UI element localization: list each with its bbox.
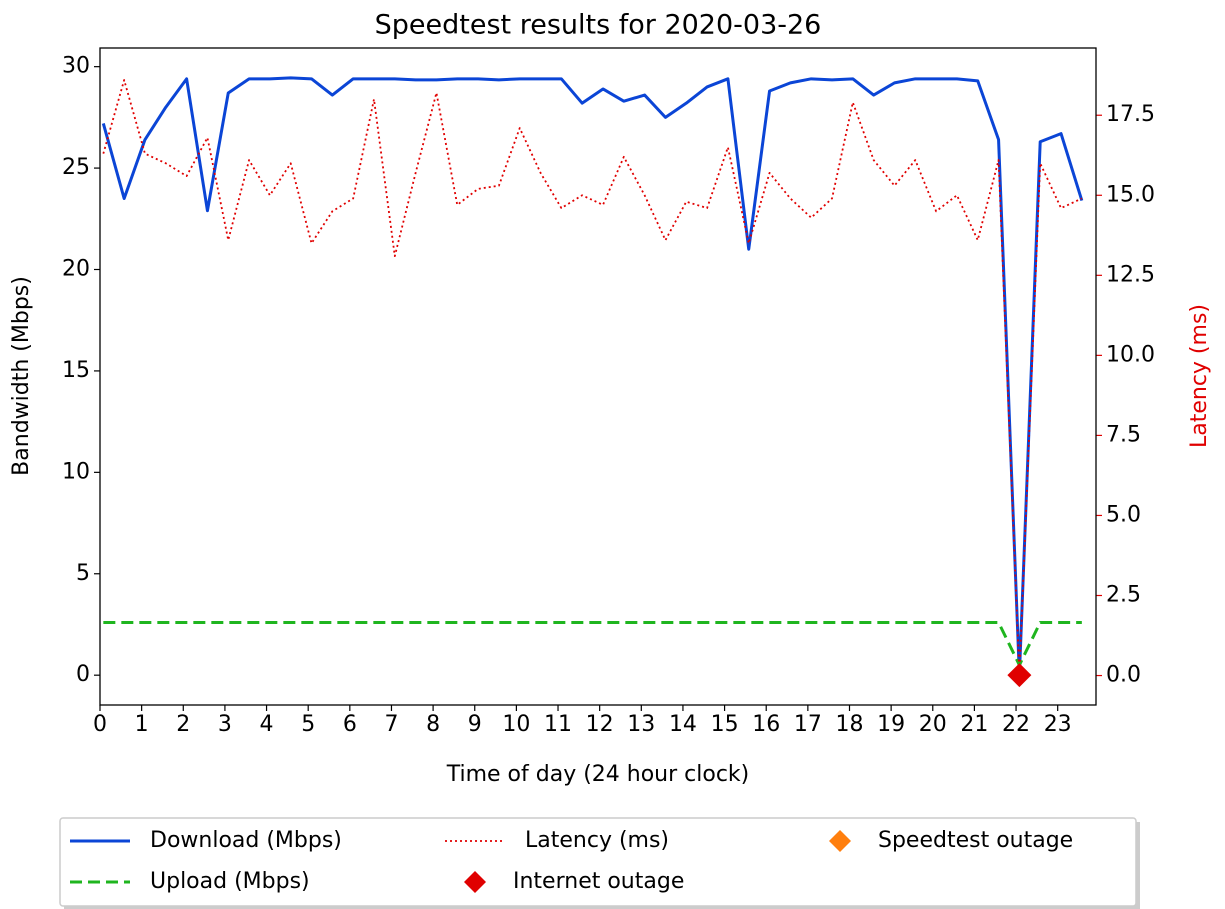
chart-title: Speedtest results for 2020-03-26 bbox=[375, 10, 822, 41]
legend-marker bbox=[464, 871, 486, 893]
x-tick-label: 7 bbox=[384, 712, 398, 737]
x-tick-label: 16 bbox=[752, 712, 780, 737]
x-tick-label: 6 bbox=[343, 712, 357, 737]
legend bbox=[59, 817, 1137, 907]
x-tick-label: 0 bbox=[93, 712, 107, 737]
x-tick-label: 23 bbox=[1044, 712, 1072, 737]
x-tick-label: 4 bbox=[260, 712, 274, 737]
x-tick-label: 19 bbox=[877, 712, 905, 737]
y-tick-label: 5 bbox=[76, 561, 90, 586]
y2-tick-label: 17.5 bbox=[1106, 102, 1155, 127]
y-tick-label: 0 bbox=[76, 662, 90, 687]
legend-label: Upload (Mbps) bbox=[150, 869, 310, 894]
y2-tick-label: 2.5 bbox=[1106, 583, 1141, 608]
x-tick-label: 5 bbox=[301, 712, 315, 737]
y-tick-label: 20 bbox=[62, 257, 90, 282]
x-tick-label: 3 bbox=[218, 712, 232, 737]
y2-tick-label: 10.0 bbox=[1106, 342, 1155, 367]
x-tick-label: 9 bbox=[468, 712, 482, 737]
x-tick-label: 12 bbox=[586, 712, 614, 737]
x-tick-label: 20 bbox=[919, 712, 947, 737]
x-tick-label: 14 bbox=[669, 712, 697, 737]
y2-tick-label: 12.5 bbox=[1106, 262, 1155, 287]
x-axis-label: Time of day (24 hour clock) bbox=[446, 762, 750, 787]
plot-frame bbox=[99, 47, 1097, 706]
y-tick-label: 10 bbox=[62, 459, 90, 484]
x-tick-label: 21 bbox=[960, 712, 988, 737]
y-tick-label: 30 bbox=[62, 54, 90, 79]
x-tick-label: 2 bbox=[176, 712, 190, 737]
y2-tick-label: 7.5 bbox=[1106, 422, 1141, 447]
y2-tick-label: 15.0 bbox=[1106, 182, 1155, 207]
x-tick-label: 11 bbox=[544, 712, 572, 737]
legend-marker bbox=[829, 830, 851, 852]
legend-label: Speedtest outage bbox=[878, 828, 1073, 853]
y-tick-label: 25 bbox=[62, 155, 90, 180]
x-tick-label: 8 bbox=[426, 712, 440, 737]
series-line bbox=[101, 76, 1084, 677]
y2-tick-label: 5.0 bbox=[1106, 502, 1141, 527]
y2-axis-label: Latency (ms) bbox=[1187, 304, 1212, 448]
outage-marker bbox=[1007, 663, 1032, 688]
x-tick-label: 13 bbox=[627, 712, 655, 737]
y2-tick-label: 0.0 bbox=[1106, 663, 1141, 688]
x-tick-label: 17 bbox=[794, 712, 822, 737]
y-tick-label: 15 bbox=[62, 358, 90, 383]
y-axis-label: Bandwidth (Mbps) bbox=[9, 276, 34, 476]
legend-label: Download (Mbps) bbox=[150, 828, 342, 853]
x-tick-label: 15 bbox=[711, 712, 739, 737]
series-line bbox=[103, 620, 1082, 667]
x-tick-label: 18 bbox=[835, 712, 863, 737]
legend-label: Internet outage bbox=[513, 869, 684, 894]
x-tick-label: 22 bbox=[1002, 712, 1030, 737]
x-tick-label: 1 bbox=[135, 712, 149, 737]
x-tick-label: 10 bbox=[502, 712, 530, 737]
legend-label: Latency (ms) bbox=[525, 828, 669, 853]
series-line bbox=[102, 79, 1083, 677]
